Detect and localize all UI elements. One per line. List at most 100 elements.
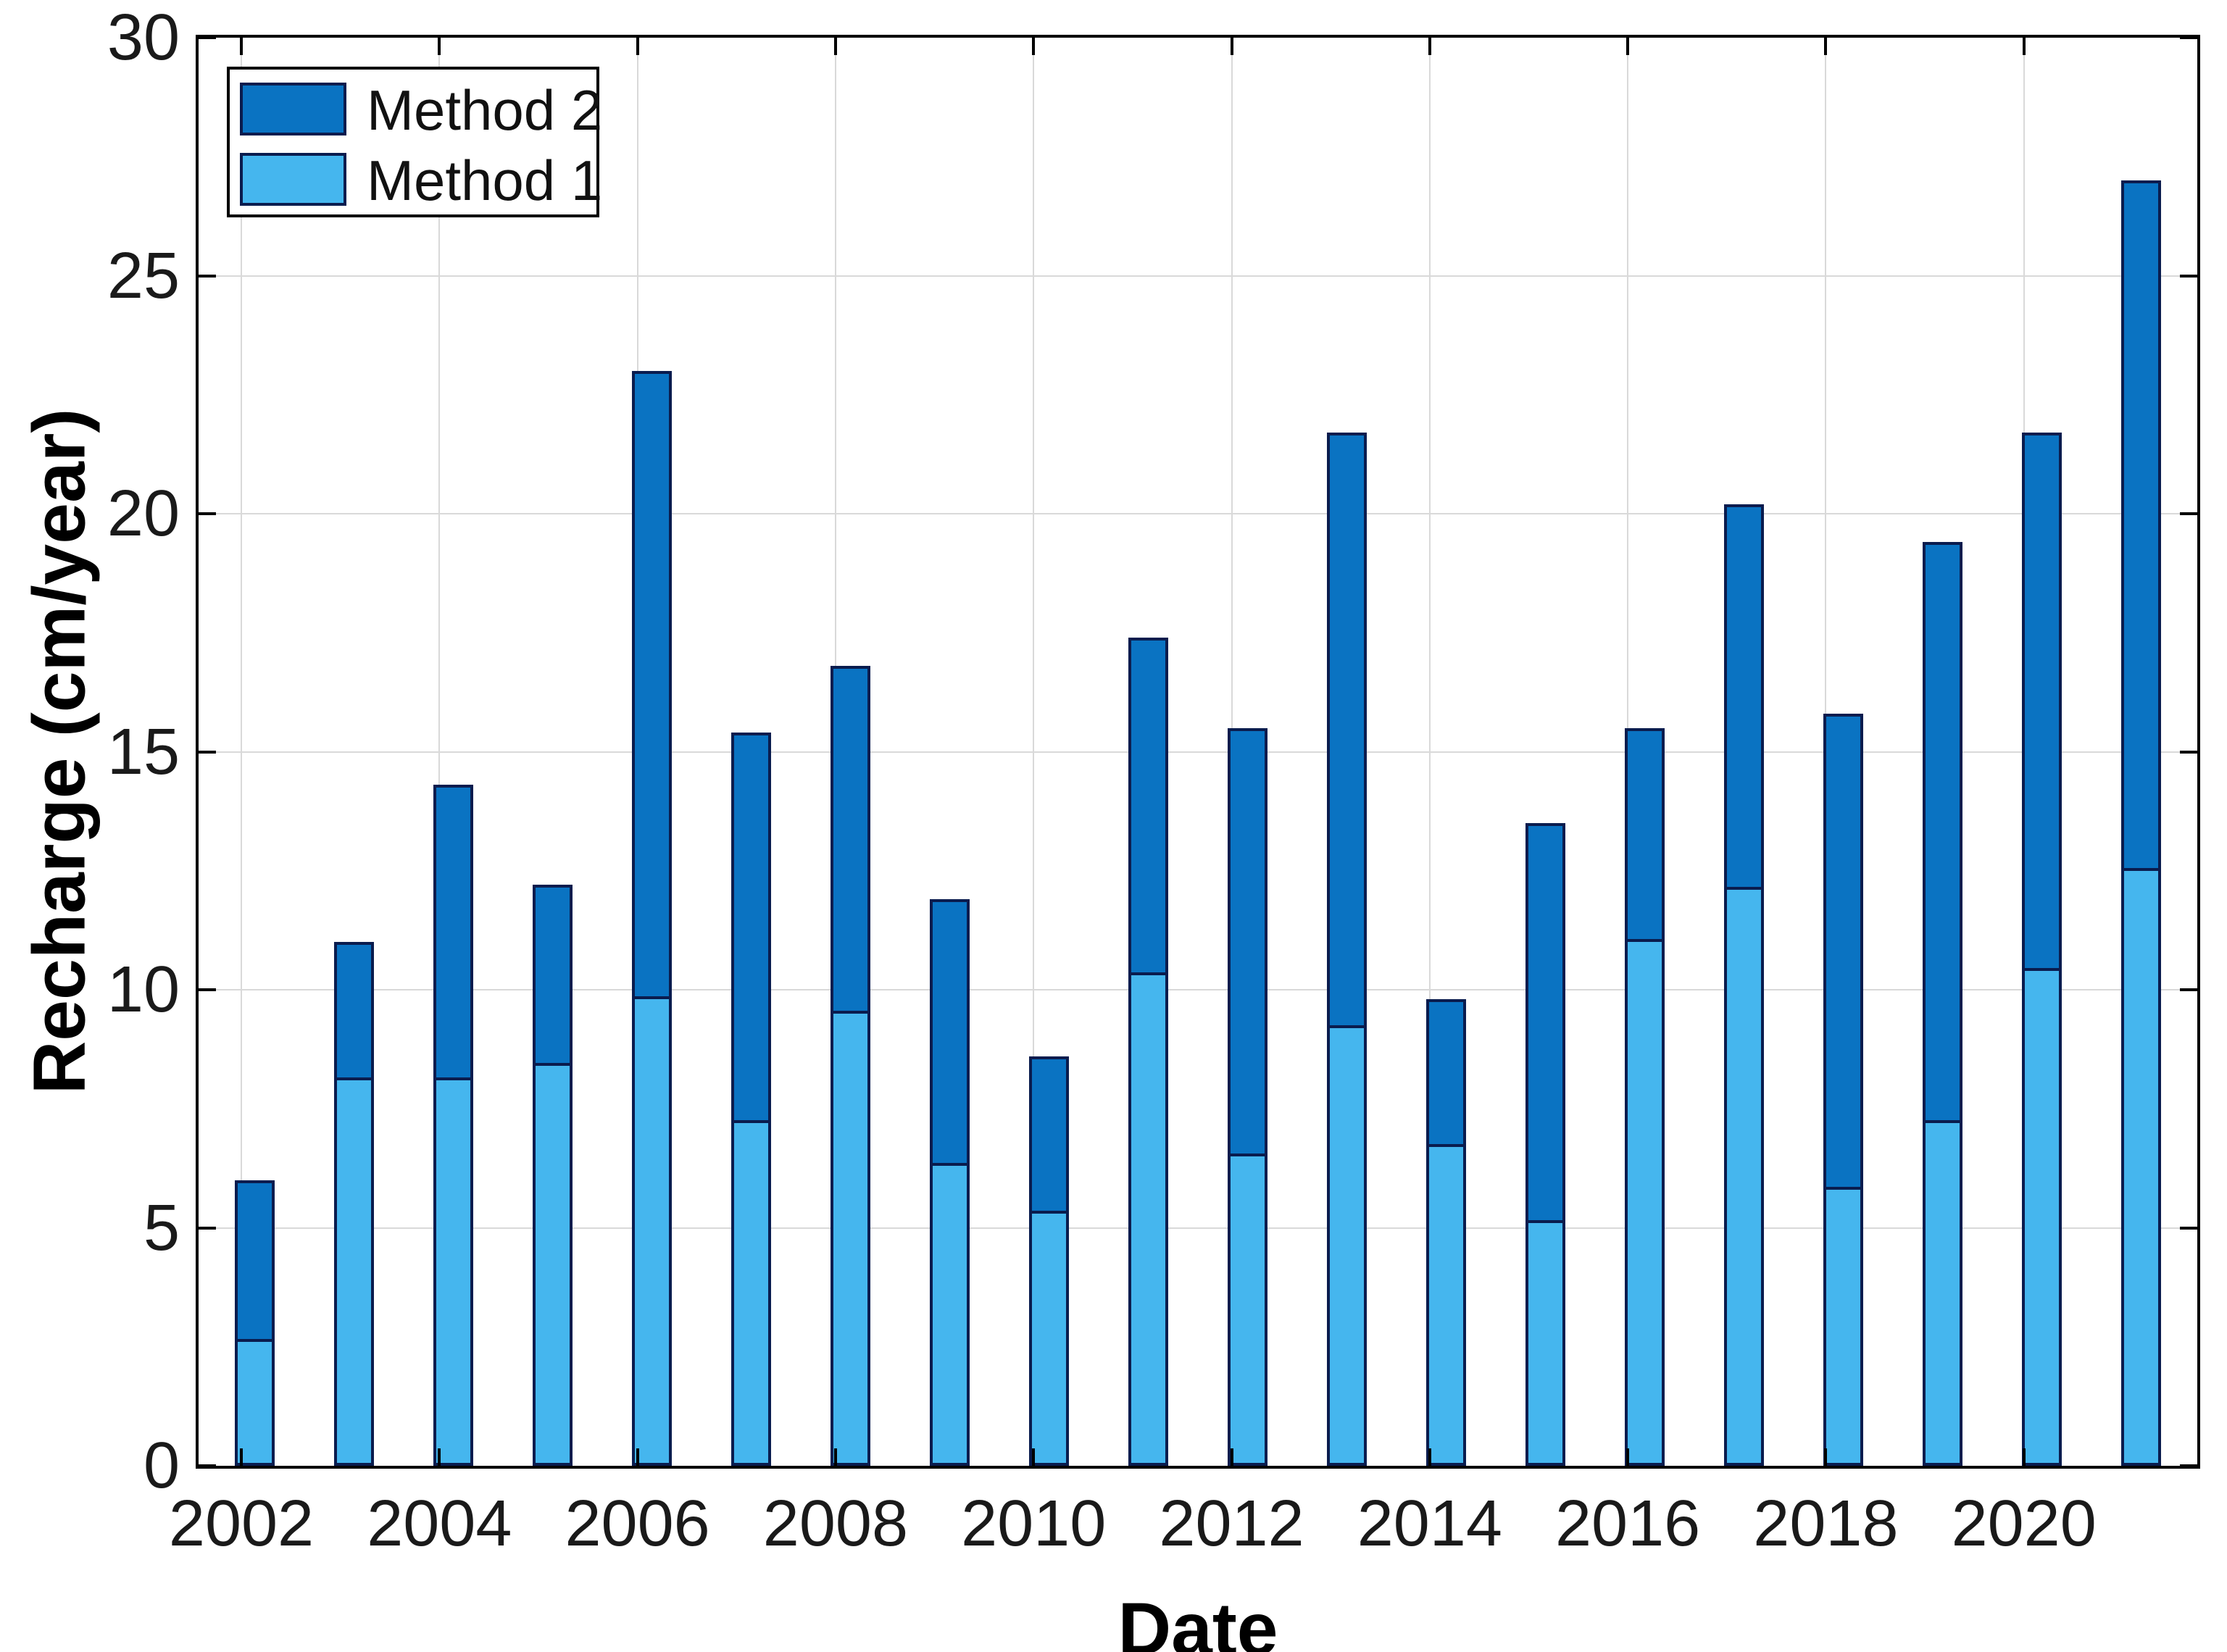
bar-segment-method1-2002 — [234, 1342, 275, 1466]
x-tick-mark — [438, 1448, 441, 1466]
y-tick-mark — [199, 750, 216, 754]
bar-segment-method1-2018 — [1823, 1189, 1864, 1466]
x-tick-mark-top — [438, 38, 441, 55]
gridline-horizontal — [199, 513, 2197, 514]
y-tick-mark-right — [2180, 750, 2197, 754]
bar-segment-method2-2006 — [631, 370, 672, 1000]
bar-segment-method1-2003 — [333, 1080, 374, 1466]
x-tick-label: 2012 — [1159, 1488, 1304, 1560]
legend-label-method2: Method 2 — [367, 78, 603, 142]
legend-label-method1: Method 1 — [367, 149, 603, 212]
y-tick-label: 0 — [143, 1430, 180, 1502]
bar-segment-method2-2020 — [2022, 433, 2062, 971]
x-tick-mark — [2022, 1448, 2026, 1466]
bar-segment-method1-2013 — [1327, 1027, 1368, 1466]
y-tick-label: 15 — [107, 715, 180, 788]
bar-segment-method1-2011 — [1128, 975, 1168, 1466]
y-tick-mark — [199, 36, 216, 39]
y-tick-mark-right — [2180, 1226, 2197, 1230]
bar-segment-method1-2006 — [631, 999, 672, 1466]
bar-segment-method2-2009 — [929, 899, 970, 1167]
legend-swatch-method1 — [240, 153, 346, 206]
x-tick-mark — [1428, 1448, 1431, 1466]
x-tick-mark-top — [1824, 38, 1828, 55]
legend: Method 2 Method 1 — [227, 67, 603, 217]
y-tick-mark — [199, 1226, 216, 1230]
bar-segment-method2-2011 — [1128, 637, 1168, 976]
bar-segment-method2-2003 — [333, 942, 374, 1080]
bar-segment-method2-2014 — [1426, 999, 1467, 1147]
bar-segment-method2-2015 — [1525, 823, 1566, 1223]
y-tick-mark-right — [2180, 1464, 2197, 1467]
x-tick-mark — [636, 1448, 639, 1466]
gridline-vertical — [1428, 38, 1431, 1466]
gridline-horizontal — [199, 751, 2197, 753]
x-tick-label: 2020 — [1951, 1488, 2097, 1560]
bar-segment-method2-2005 — [532, 885, 573, 1067]
y-tick-label: 25 — [107, 239, 180, 312]
y-tick-mark-right — [2180, 512, 2197, 515]
bar-segment-method1-2014 — [1426, 1146, 1467, 1466]
bar-segment-method2-2019 — [1923, 542, 1963, 1123]
x-tick-label: 2018 — [1753, 1488, 1899, 1560]
x-tick-mark — [1032, 1448, 1036, 1466]
bar-segment-method2-2004 — [433, 785, 473, 1080]
x-tick-mark — [1824, 1448, 1828, 1466]
bar-segment-method2-2008 — [830, 666, 870, 1014]
bar-segment-method1-2019 — [1923, 1122, 1963, 1466]
x-tick-mark-top — [833, 38, 837, 55]
bar-segment-method2-2018 — [1823, 713, 1864, 1190]
gridline-vertical — [241, 38, 242, 1466]
bar-segment-method1-2008 — [830, 1013, 870, 1466]
bar-segment-method1-2015 — [1525, 1222, 1566, 1466]
x-tick-mark-top — [636, 38, 639, 55]
bar-segment-method1-2020 — [2022, 970, 2062, 1466]
x-tick-mark — [833, 1448, 837, 1466]
x-tick-mark-top — [1626, 38, 1630, 55]
x-tick-mark-top — [240, 38, 243, 55]
x-tick-mark-top — [1230, 38, 1233, 55]
bar-segment-method1-2010 — [1028, 1213, 1069, 1466]
x-tick-label: 2006 — [565, 1488, 710, 1560]
bar-segment-method2-2016 — [1625, 727, 1665, 943]
y-tick-mark-right — [2180, 988, 2197, 991]
bar-segment-method1-2007 — [730, 1122, 771, 1466]
bar-segment-method1-2017 — [1724, 890, 1765, 1466]
x-tick-label: 2008 — [762, 1488, 908, 1560]
legend-swatch-method2 — [240, 83, 346, 135]
x-tick-label: 2016 — [1554, 1488, 1701, 1560]
bar-segment-method2-2010 — [1028, 1056, 1069, 1214]
y-tick-mark-right — [2180, 274, 2197, 278]
bar-segment-method2-2007 — [730, 733, 771, 1123]
bar-segment-method1-2005 — [532, 1066, 573, 1466]
gridline-vertical — [1033, 38, 1035, 1466]
y-axis-title: Recharge (cm/year) — [17, 408, 101, 1095]
bar-segment-method1-2021 — [2121, 870, 2162, 1466]
gridline-horizontal — [199, 989, 2197, 990]
bar-segment-method2-2021 — [2121, 180, 2162, 871]
x-tick-mark — [1626, 1448, 1630, 1466]
x-tick-label: 2004 — [367, 1488, 512, 1560]
bar-segment-method2-2013 — [1327, 433, 1368, 1028]
y-tick-mark — [199, 274, 216, 278]
bar-segment-method2-2002 — [234, 1180, 275, 1343]
plot-area — [199, 36, 2197, 1467]
bar-segment-method2-2017 — [1724, 504, 1765, 890]
x-tick-label: 2010 — [961, 1488, 1107, 1560]
x-tick-label: 2014 — [1357, 1488, 1502, 1560]
x-tick-mark-top — [1428, 38, 1431, 55]
x-tick-mark-top — [2022, 38, 2026, 55]
gridline-horizontal — [199, 275, 2197, 277]
x-tick-label: 2002 — [168, 1488, 315, 1560]
y-tick-mark — [199, 988, 216, 991]
x-tick-mark — [240, 1448, 243, 1466]
bar-segment-method2-2012 — [1228, 727, 1267, 1156]
gridline-vertical — [438, 38, 441, 1466]
bar-segment-method1-2016 — [1625, 942, 1665, 1466]
bar-segment-method1-2012 — [1228, 1156, 1267, 1466]
y-tick-label: 20 — [107, 477, 180, 550]
y-tick-label: 10 — [107, 954, 180, 1026]
gridline-horizontal — [199, 1227, 2197, 1229]
y-tick-label: 30 — [107, 1, 180, 74]
